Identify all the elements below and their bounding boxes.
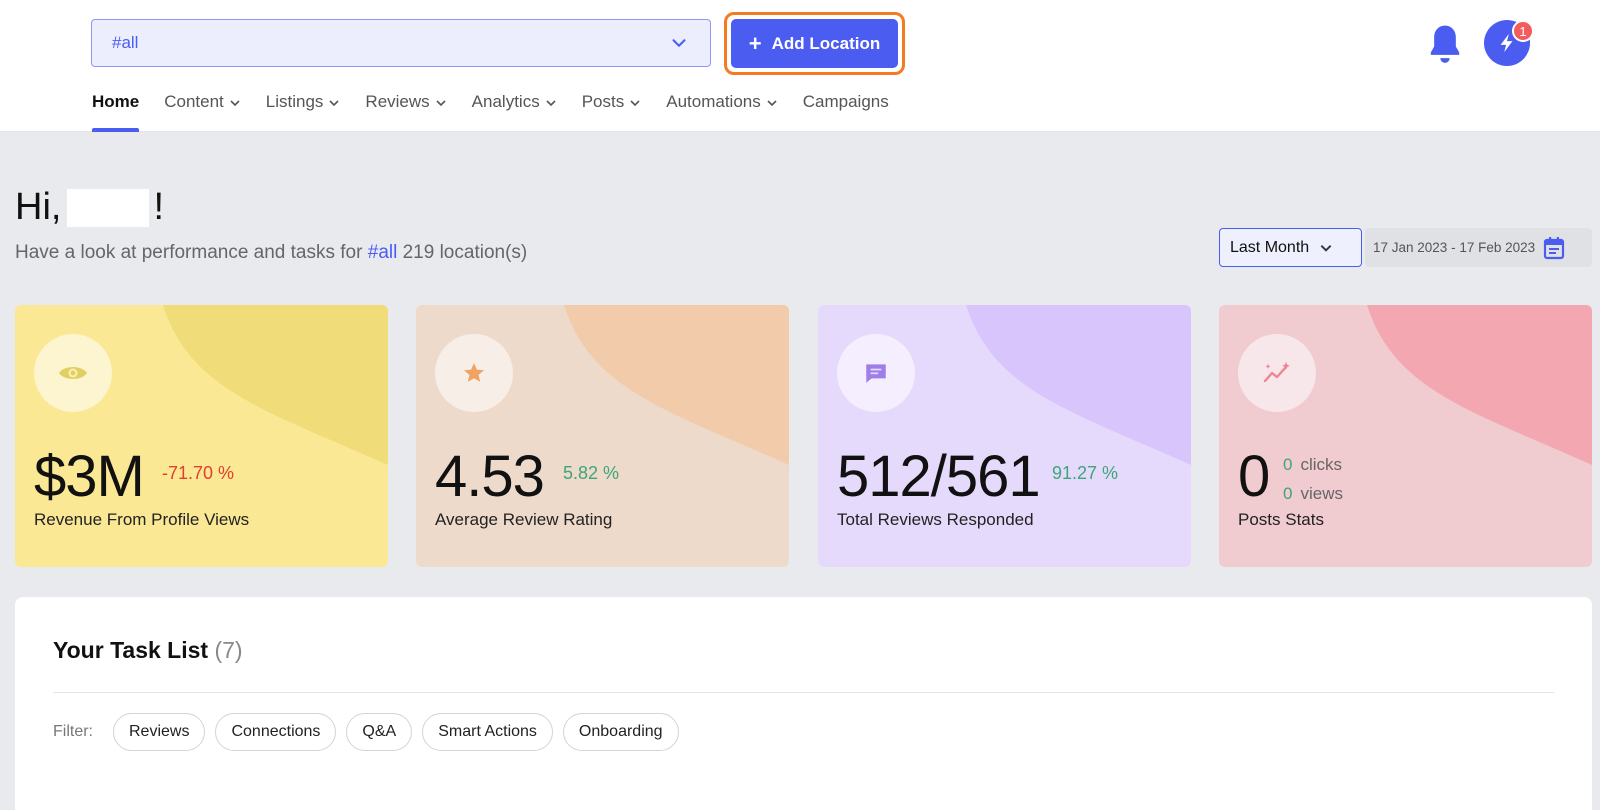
nav-item-analytics[interactable]: Analytics <box>472 92 557 132</box>
task-list-title-text: Your Task List <box>53 637 209 663</box>
rating-value: 4.53 <box>435 444 545 509</box>
top-header: #all + Add Location 1 Home Content Listi… <box>0 0 1600 132</box>
period-select-value: Last Month <box>1230 238 1310 256</box>
divider <box>53 692 1554 693</box>
nav-item-label: Home <box>92 92 140 111</box>
filter-chip-onboarding[interactable]: Onboarding <box>562 713 679 751</box>
main-nav: Home Content Listings Reviews Analytics … <box>92 92 914 132</box>
clicks-value: 0 <box>1283 455 1293 474</box>
subtitle-tag: #all <box>367 242 398 263</box>
location-select[interactable]: #all <box>91 19 711 67</box>
clicks-label: clicks <box>1300 455 1343 474</box>
card-rating: 4.53 5.82 % Average Review Rating <box>416 305 789 567</box>
greeting-heading: Hi, ! <box>15 186 164 229</box>
period-select[interactable]: Last Month <box>1219 228 1362 267</box>
greeting-subtitle: Have a look at performance and tasks for… <box>15 242 527 264</box>
chevron-down-icon <box>767 100 777 107</box>
star-icon <box>435 334 513 412</box>
nav-item-posts[interactable]: Posts <box>582 92 642 132</box>
greeting-suffix: ! <box>153 186 165 228</box>
chevron-down-icon <box>1320 244 1332 252</box>
revenue-label: Revenue From Profile Views <box>34 510 250 529</box>
nav-item-home[interactable]: Home <box>92 92 140 132</box>
nav-item-label: Content <box>164 92 224 111</box>
nav-item-label: Listings <box>265 92 324 111</box>
nav-item-label: Posts <box>581 92 625 111</box>
nav-item-label: Automations <box>666 92 761 111</box>
task-filter-row: Filter: Reviews Connections Q&A Smart Ac… <box>53 713 679 751</box>
location-select-value: #all <box>112 33 139 52</box>
task-list-title: Your Task List (7) <box>53 637 243 664</box>
card-decoration <box>163 305 388 465</box>
nav-item-listings[interactable]: Listings <box>266 92 341 132</box>
greeting-prefix: Hi, <box>15 186 62 228</box>
date-range-picker[interactable]: 17 Jan 2023 - 17 Feb 2023 <box>1365 228 1592 267</box>
date-range-value: 17 Jan 2023 - 17 Feb 2023 <box>1373 240 1536 255</box>
chevron-down-icon <box>436 100 446 107</box>
subtitle-text: Have a look at performance and tasks for <box>15 242 363 263</box>
revenue-change: -71.70 % <box>162 463 235 483</box>
eye-icon <box>34 334 112 412</box>
card-reviews-responded: 512/561 91.27 % Total Reviews Responded <box>818 305 1191 567</box>
reviews-responded-label: Total Reviews Responded <box>837 510 1034 529</box>
redacted-username <box>67 188 150 227</box>
lightning-icon <box>1500 33 1513 53</box>
add-location-highlight: + Add Location <box>724 12 905 75</box>
chevron-down-icon <box>672 39 686 47</box>
posts-stats-breakdown: 0 clicks 0 views <box>1283 450 1343 508</box>
reviews-responded-change: 91.27 % <box>1052 463 1119 483</box>
plus-icon: + <box>748 30 762 56</box>
nav-item-campaigns[interactable]: Campaigns <box>803 92 889 132</box>
subtitle-location-count: 219 location(s) <box>402 242 528 263</box>
chat-icon <box>837 334 915 412</box>
task-list-panel: Your Task List (7) Filter: Reviews Conne… <box>15 597 1592 810</box>
add-location-label: Add Location <box>771 33 881 53</box>
card-decoration <box>564 305 789 465</box>
views-stat: 0 views <box>1283 479 1343 508</box>
calendar-icon <box>1544 236 1565 259</box>
filter-chip-connections[interactable]: Connections <box>215 713 337 751</box>
sparkle-chart-icon <box>1238 334 1316 412</box>
revenue-value: $3M <box>34 444 145 509</box>
nav-item-label: Reviews <box>365 92 430 111</box>
nav-item-label: Analytics <box>471 92 540 111</box>
card-posts-stats: 0 0 clicks 0 views Posts Stats <box>1219 305 1592 567</box>
filter-chip-reviews[interactable]: Reviews <box>113 713 206 751</box>
add-location-button[interactable]: + Add Location <box>731 19 898 68</box>
reviews-responded-value: 512/561 <box>837 444 1041 509</box>
card-decoration <box>966 305 1191 465</box>
filter-chip-smart-actions[interactable]: Smart Actions <box>422 713 553 751</box>
rating-label: Average Review Rating <box>435 510 613 529</box>
filter-chip-qa[interactable]: Q&A <box>346 713 413 751</box>
nav-item-content[interactable]: Content <box>164 92 241 132</box>
rating-change: 5.82 % <box>563 463 620 483</box>
card-revenue: $3M -71.70 % Revenue From Profile Views <box>15 305 388 567</box>
chevron-down-icon <box>630 100 640 107</box>
bell-icon[interactable] <box>1425 22 1465 66</box>
card-decoration <box>1367 305 1592 465</box>
notification-badge: 1 <box>1512 20 1534 42</box>
filter-label: Filter: <box>53 723 93 740</box>
chevron-down-icon <box>329 100 339 107</box>
clicks-stat: 0 clicks <box>1283 450 1343 479</box>
nav-item-automations[interactable]: Automations <box>666 92 778 132</box>
views-value: 0 <box>1283 484 1293 503</box>
task-list-count: (7) <box>214 637 243 663</box>
posts-stats-label: Posts Stats <box>1238 510 1324 529</box>
chevron-down-icon <box>230 100 240 107</box>
chevron-down-icon <box>546 100 556 107</box>
views-label: views <box>1300 484 1343 503</box>
nav-item-reviews[interactable]: Reviews <box>365 92 446 132</box>
posts-stats-value: 0 <box>1238 444 1270 509</box>
nav-item-label: Campaigns <box>802 92 889 111</box>
